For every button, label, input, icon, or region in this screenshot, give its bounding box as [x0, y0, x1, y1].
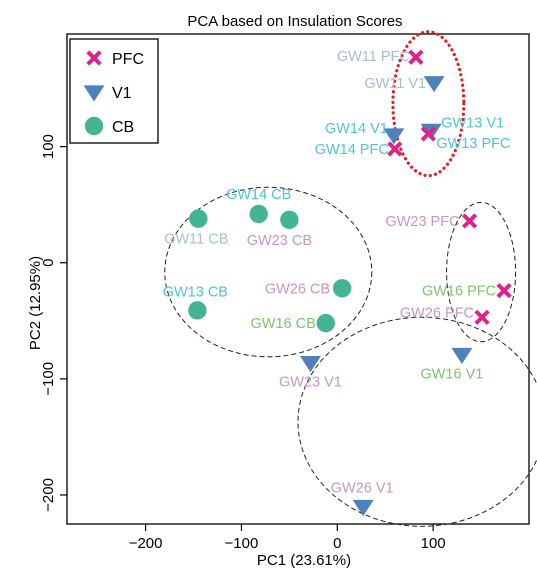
- data-point: [299, 355, 321, 373]
- point-label: GW26 PFC: [400, 305, 474, 321]
- point-label: GW16 CB: [251, 316, 316, 332]
- data-point: [280, 210, 299, 229]
- x-tick-label: 100: [421, 535, 446, 552]
- point-label: GW13 V1: [441, 115, 504, 131]
- data-point: [461, 213, 478, 229]
- y-axis-label: PC2 (12.95%): [27, 256, 44, 350]
- legend-marker: [84, 116, 104, 136]
- data-point: [383, 128, 405, 145]
- point-label: GW13 CB: [163, 284, 228, 300]
- data-point: [474, 309, 490, 325]
- y-tick-label: −200: [40, 478, 57, 512]
- legend-box: [69, 38, 159, 144]
- point-label: GW16 PFC: [422, 284, 496, 300]
- data-point: [420, 126, 436, 142]
- cluster-ellipse: [164, 186, 373, 358]
- data-point: [332, 279, 352, 298]
- data-point: [496, 282, 512, 299]
- chart-title: PCA based on Insulation Scores: [187, 13, 402, 30]
- point-label: GW16 V1: [420, 366, 483, 382]
- cluster-ellipses: [164, 30, 537, 527]
- data-point: [408, 49, 424, 65]
- data-point: [316, 313, 335, 333]
- y-tick-label: 100: [40, 134, 57, 159]
- legend-label: CB: [112, 119, 134, 136]
- cluster-ellipse: [446, 201, 517, 343]
- y-axis: −200 −100 0 100: [40, 134, 67, 512]
- data-point: [451, 347, 473, 364]
- x-tick-label: 0: [333, 535, 341, 552]
- cluster-ellipse: [391, 30, 466, 178]
- data-point: [352, 499, 374, 517]
- point-label: GW23 PFC: [385, 214, 459, 230]
- point-label: GW13 PFC: [436, 136, 510, 152]
- point-label: GW11 CB: [164, 232, 228, 248]
- data-point: [189, 209, 208, 228]
- y-tick-label: −100: [40, 362, 57, 396]
- data-point: [249, 204, 268, 224]
- point-labels: GW11 PFC GW11 V1 GW14 V1 GW14 PFC GW13 V1 GW1…: [163, 49, 511, 496]
- point-label: GW23 V1: [279, 375, 342, 391]
- data-point: [423, 76, 445, 93]
- x-axis-label: PC1 (23.61%): [257, 552, 351, 569]
- legend-label: V1: [112, 85, 132, 102]
- x-tick-label: −100: [225, 535, 259, 552]
- data-point: [188, 301, 207, 320]
- legend-label: PFC: [112, 51, 144, 68]
- point-label: GW14 PFC: [315, 142, 389, 158]
- point-label: GW14 CB: [226, 187, 291, 203]
- point-label: GW23 CB: [247, 233, 312, 249]
- point-label: GW26 CB: [265, 281, 330, 297]
- x-tick-label: −200: [129, 535, 163, 552]
- legend: PFC V1 CB: [69, 38, 159, 144]
- point-label: GW26 V1: [331, 481, 394, 497]
- plot-frame: [66, 33, 530, 525]
- x-axis: −200 −100 0 100: [129, 524, 446, 552]
- legend-marker: [86, 50, 102, 66]
- legend-marker: [83, 85, 105, 102]
- y-tick-label: 0: [40, 259, 57, 267]
- point-label: GW11 V1: [364, 76, 426, 92]
- data-point: [387, 141, 403, 157]
- cluster-ellipse: [297, 316, 537, 527]
- data-points: [188, 49, 512, 517]
- point-label: GW14 V1: [325, 121, 388, 137]
- point-label: GW11 PFC: [337, 49, 410, 65]
